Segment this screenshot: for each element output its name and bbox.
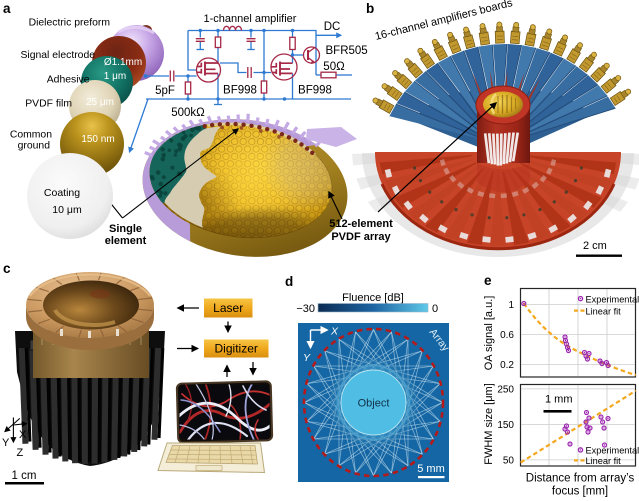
svg-text:Distance from array’s: Distance from array’s xyxy=(526,473,635,485)
svg-text:10 μm: 10 μm xyxy=(52,204,82,216)
svg-text:BFR505: BFR505 xyxy=(326,45,368,57)
svg-text:0.6: 0.6 xyxy=(500,330,514,341)
svg-text:Y: Y xyxy=(2,437,10,449)
svg-text:−30: −30 xyxy=(296,303,315,315)
svg-text:FWHM size [μm]: FWHM size [μm] xyxy=(483,383,495,465)
svg-text:0.2: 0.2 xyxy=(500,360,514,371)
svg-text:b: b xyxy=(366,1,374,16)
svg-text:BF998: BF998 xyxy=(223,85,257,97)
svg-text:Z: Z xyxy=(17,447,24,459)
svg-text:0: 0 xyxy=(432,303,438,315)
svg-text:e: e xyxy=(484,273,492,288)
svg-text:Linear fit: Linear fit xyxy=(586,306,622,316)
svg-text:a: a xyxy=(3,1,11,16)
svg-text:DC: DC xyxy=(324,21,341,33)
svg-text:Linear fit: Linear fit xyxy=(586,456,622,466)
svg-text:Digitizer: Digitizer xyxy=(215,342,258,356)
svg-text:focus [mm]: focus [mm] xyxy=(552,486,608,498)
svg-text:X: X xyxy=(19,429,27,441)
svg-text:element: element xyxy=(105,235,147,247)
svg-text:2 cm: 2 cm xyxy=(583,240,607,252)
svg-text:Common: Common xyxy=(10,130,52,141)
svg-text:Experimental: Experimental xyxy=(586,294,639,304)
svg-text:16-channel amplifiers boards: 16-channel amplifiers boards xyxy=(374,0,514,43)
svg-text:Laser: Laser xyxy=(213,301,243,315)
svg-text:1 μm: 1 μm xyxy=(104,71,126,82)
svg-text:150 nm: 150 nm xyxy=(81,134,114,145)
svg-text:Signal electrode: Signal electrode xyxy=(20,50,95,61)
svg-text:X: X xyxy=(330,326,339,338)
svg-text:Experimental: Experimental xyxy=(586,445,639,455)
svg-text:1: 1 xyxy=(508,300,514,311)
svg-text:250: 250 xyxy=(497,385,514,396)
svg-text:Y: Y xyxy=(303,352,311,364)
svg-text:5 mm: 5 mm xyxy=(417,463,445,475)
svg-text:150: 150 xyxy=(497,420,514,431)
svg-text:Ø1.1mm: Ø1.1mm xyxy=(104,57,142,68)
svg-text:50Ω: 50Ω xyxy=(323,61,345,73)
svg-text:25 μm: 25 μm xyxy=(86,97,114,108)
svg-text:1 mm: 1 mm xyxy=(545,394,573,406)
svg-text:Single: Single xyxy=(109,223,142,235)
svg-text:OA signal [a.u.]: OA signal [a.u.] xyxy=(483,296,495,371)
svg-text:PVDF film: PVDF film xyxy=(25,99,72,110)
svg-text:c: c xyxy=(3,261,11,276)
svg-text:BF998: BF998 xyxy=(298,85,332,97)
svg-text:50: 50 xyxy=(503,456,515,467)
svg-text:PVDF array: PVDF array xyxy=(331,231,391,243)
svg-text:Object: Object xyxy=(358,398,390,410)
svg-text:Coating: Coating xyxy=(44,187,80,199)
svg-text:1-channel amplifier: 1-channel amplifier xyxy=(204,13,297,25)
svg-text:Fluence [dB]: Fluence [dB] xyxy=(342,292,404,304)
svg-text:d: d xyxy=(285,274,293,289)
svg-text:Adhesive: Adhesive xyxy=(47,75,90,86)
svg-text:500kΩ: 500kΩ xyxy=(171,107,205,119)
svg-text:512-element: 512-element xyxy=(329,218,393,230)
svg-text:ground: ground xyxy=(18,141,51,152)
svg-text:5pF: 5pF xyxy=(155,85,175,97)
svg-text:Dielectric preform: Dielectric preform xyxy=(29,18,110,29)
svg-text:1 cm: 1 cm xyxy=(12,470,37,482)
